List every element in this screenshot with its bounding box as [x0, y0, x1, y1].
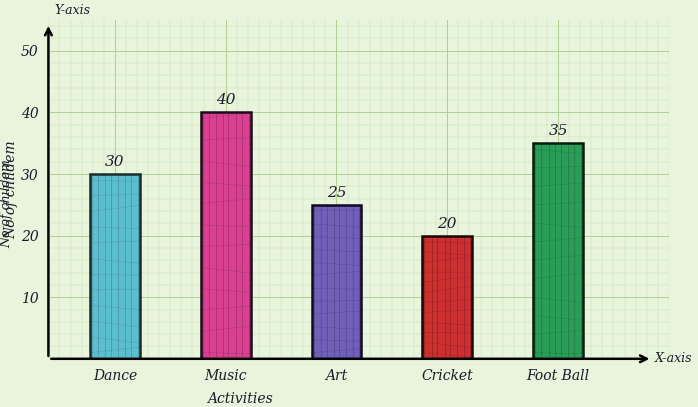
- Text: Activities: Activities: [207, 392, 281, 406]
- Text: 40: 40: [216, 94, 235, 107]
- Text: 30: 30: [105, 155, 125, 169]
- Text: 25: 25: [327, 186, 346, 200]
- Bar: [311, 205, 362, 359]
- Text: X-axis: X-axis: [655, 352, 692, 365]
- Text: Y-axis: Y-axis: [54, 4, 90, 17]
- Bar: [422, 236, 473, 359]
- Text: No of childem: No of childem: [1, 159, 13, 248]
- Text: 35: 35: [549, 124, 568, 138]
- Y-axis label: No of childem: No of childem: [4, 140, 18, 239]
- Bar: [201, 112, 251, 359]
- Text: 20: 20: [438, 217, 457, 231]
- Bar: [533, 143, 583, 359]
- Bar: [90, 174, 140, 359]
